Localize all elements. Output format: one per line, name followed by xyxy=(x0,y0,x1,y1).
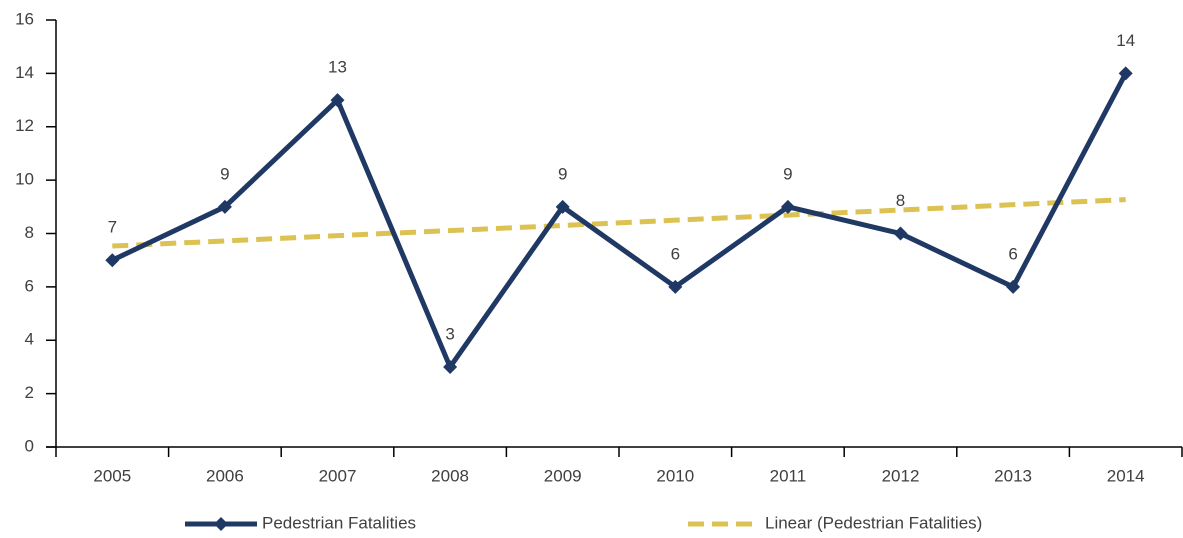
marker xyxy=(217,199,232,214)
x-tick-label: 2011 xyxy=(770,466,807,485)
series-line xyxy=(111,72,1128,370)
y-tick-label: 12 xyxy=(15,116,34,135)
y-tick-label: 8 xyxy=(25,223,34,242)
marker xyxy=(105,253,120,268)
x-tick-label: 2006 xyxy=(206,466,244,485)
data-label: 9 xyxy=(783,164,792,183)
data-label: 6 xyxy=(1008,244,1017,263)
x-tick-label: 2008 xyxy=(431,466,469,485)
marker xyxy=(555,199,570,214)
y-tick-label: 0 xyxy=(25,436,34,455)
marker xyxy=(893,226,908,241)
x-tick-label: 2010 xyxy=(656,466,694,485)
y-tick-label: 4 xyxy=(25,330,34,349)
data-label: 3 xyxy=(445,324,454,343)
data-label: 8 xyxy=(896,191,905,210)
data-label: 6 xyxy=(671,244,680,263)
marker xyxy=(1006,279,1021,294)
x-tick-label: 2007 xyxy=(319,466,357,485)
marker xyxy=(780,199,795,214)
y-tick-label: 16 xyxy=(15,9,34,28)
data-label: 7 xyxy=(108,218,117,237)
data-label: 9 xyxy=(558,164,567,183)
x-tick-label: 2013 xyxy=(994,466,1032,485)
legend-label: Pedestrian Fatalities xyxy=(262,513,416,532)
y-tick-label: 14 xyxy=(15,63,34,82)
y-tick-label: 10 xyxy=(15,170,34,189)
y-tick-label: 2 xyxy=(25,383,34,402)
legend-label: Linear (Pedestrian Fatalities) xyxy=(765,513,982,532)
x-tick-label: 2005 xyxy=(93,466,131,485)
x-tick-label: 2009 xyxy=(544,466,582,485)
trend-line xyxy=(112,197,1126,249)
y-tick-label: 6 xyxy=(25,276,34,295)
x-tick-label: 2014 xyxy=(1107,466,1145,485)
x-tick-label: 2012 xyxy=(882,466,920,485)
data-label: 14 xyxy=(1116,31,1135,50)
marker xyxy=(1118,66,1133,81)
legend-marker xyxy=(214,517,228,531)
data-label: 9 xyxy=(220,164,229,183)
marker xyxy=(330,93,345,108)
marker xyxy=(443,359,458,374)
data-label: 13 xyxy=(328,58,347,77)
marker xyxy=(668,279,683,294)
